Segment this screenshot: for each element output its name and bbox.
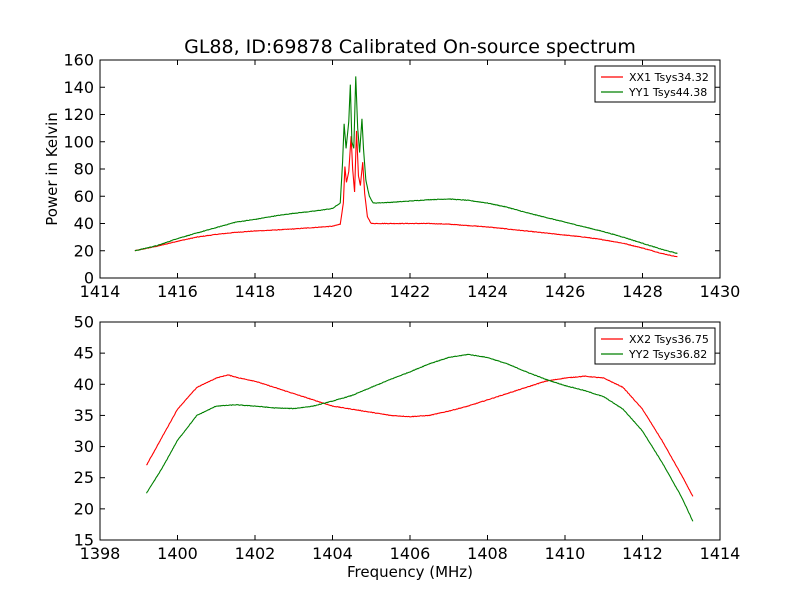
x-tick-label: 1422 (390, 282, 431, 301)
legend-entry: XX1 Tsys34.32 (629, 71, 709, 84)
y-tick-label: 50 (74, 313, 94, 332)
y-tick-label: 100 (63, 132, 94, 151)
x-tick-label: 1404 (312, 544, 353, 563)
y-tick-label: 60 (74, 187, 94, 206)
x-tick-label: 1430 (700, 282, 741, 301)
y-tick-label: 15 (74, 531, 94, 550)
y-tick-label: 120 (63, 105, 94, 124)
series-line-yy (134, 76, 678, 254)
x-tick-label: 1414 (80, 282, 121, 301)
y-tick-label: 30 (74, 437, 94, 456)
y-tick-label: 40 (74, 214, 94, 233)
x-tick-label: 1406 (390, 544, 431, 563)
legend-box (594, 65, 716, 103)
x-tick-label: 1428 (622, 282, 663, 301)
chart-title: GL88, ID:69878 Calibrated On-source spec… (184, 36, 636, 58)
x-tick-label: 1408 (467, 544, 508, 563)
x-tick-label: 1402 (235, 544, 276, 563)
y-tick-label: 140 (63, 78, 94, 97)
series-line-xx (146, 374, 694, 497)
legend-entry: YY1 Tsys44.38 (628, 86, 707, 99)
bottom-panel: 1398 1400 1402 1404 1406 1408 1410 1412 1414 15 20… (74, 313, 741, 582)
x-tick-label: 1426 (545, 282, 586, 301)
y-tick-label: 20 (74, 499, 94, 518)
y-tick-label: 25 (74, 468, 94, 487)
y-tick-label: 0 (84, 269, 94, 288)
x-tick-label: 1418 (235, 282, 276, 301)
y-tick-label: 35 (74, 406, 94, 425)
x-tick-label: 1400 (157, 544, 198, 563)
legend: XX1 Tsys34.32 YY1 Tsys44.38 (594, 65, 716, 103)
y-tick-label: 20 (74, 241, 94, 260)
x-tick-label: 1416 (157, 282, 198, 301)
y-tick-label: 45 (74, 344, 94, 363)
x-tick-label: 1398 (80, 544, 121, 563)
legend-entry: YY2 Tsys36.82 (628, 348, 707, 361)
x-tick-label: 1424 (467, 282, 508, 301)
top-panel: 1414 1416 1418 1420 1422 1424 1426 1428 1430 0 20 4… (43, 51, 740, 302)
x-axis-label: Frequency (MHz) (347, 563, 473, 581)
series-line-xx (134, 130, 678, 258)
y-tick-label: 80 (74, 160, 94, 179)
x-tick-label: 1410 (545, 544, 586, 563)
x-tick-label: 1414 (700, 544, 741, 563)
legend-box (594, 327, 716, 365)
x-tick-label: 1412 (622, 544, 663, 563)
legend: XX2 Tsys36.75 YY2 Tsys36.82 (594, 327, 716, 365)
y-tick-label: 160 (63, 51, 94, 70)
series-line-yy (146, 353, 694, 522)
y-axis-label: Power in Kelvin (43, 112, 61, 226)
legend-entry: XX2 Tsys36.75 (629, 333, 709, 346)
y-tick-label: 40 (74, 375, 94, 394)
x-tick-label: 1420 (312, 282, 353, 301)
